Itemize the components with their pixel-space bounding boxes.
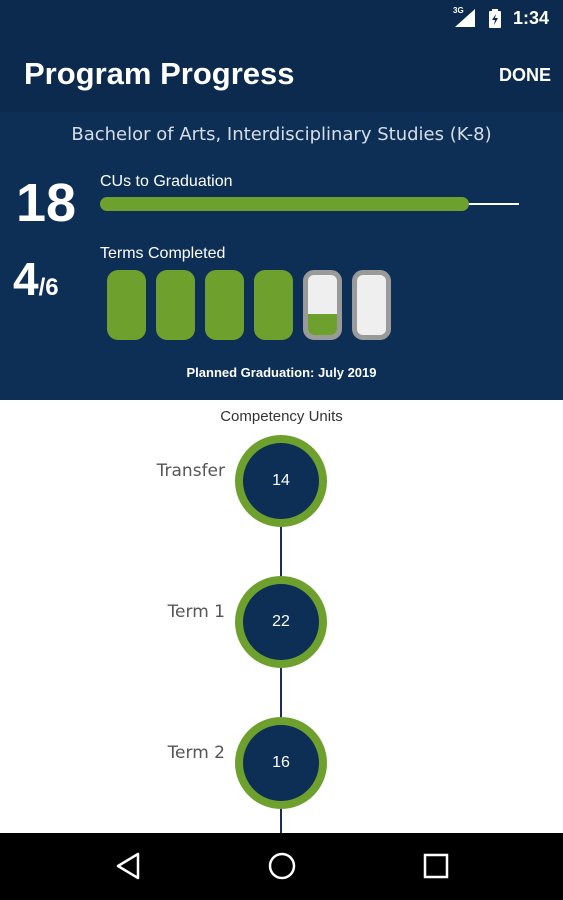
timeline-heading: Competency Units (220, 408, 343, 425)
cus-progress-fill (100, 197, 469, 211)
node-value: 22 (243, 584, 319, 660)
home-icon[interactable] (267, 851, 297, 881)
done-button[interactable]: DONE (498, 65, 551, 85)
battery-icon (489, 9, 501, 28)
term-bar-4 (254, 270, 293, 340)
page-title: Program Progress (24, 56, 295, 91)
node-transfer[interactable]: 14 (235, 435, 327, 527)
system-nav-bar (0, 833, 563, 900)
status-bar: 3G 1:34 (0, 0, 563, 36)
terms-completed-label: Terms Completed (100, 245, 226, 262)
timeline-connector (280, 520, 282, 833)
network-type: 3G (453, 6, 464, 15)
signal-icon (455, 9, 475, 27)
cus-remaining-label: CUs to Graduation (100, 173, 233, 190)
term-progress-bars (107, 270, 391, 340)
terms-total: /6 (38, 274, 59, 301)
app-bar: Program Progress DONE (0, 36, 563, 112)
back-icon[interactable] (114, 851, 142, 881)
competency-units-timeline[interactable]: Competency Units Transfer 14 Term 1 22 T… (0, 400, 563, 833)
node-value: 16 (243, 725, 319, 801)
term-bar-3 (205, 270, 244, 340)
node-label-transfer: Transfer (156, 461, 225, 481)
terms-completed-count: 4 (13, 253, 39, 305)
term-bar-5 (303, 270, 342, 340)
node-label-term-1: Term 1 (167, 602, 225, 622)
term-bar-1 (107, 270, 146, 340)
recents-icon[interactable] (423, 853, 449, 879)
planned-graduation: Planned Graduation: July 2019 (186, 365, 377, 380)
term-bar-2 (156, 270, 195, 340)
node-term-2[interactable]: 16 (235, 717, 327, 809)
program-name: Bachelor of Arts, Interdisciplinary Stud… (71, 124, 492, 145)
cus-remaining-value: 18 (16, 173, 77, 233)
term-bar-fill (308, 314, 337, 335)
progress-summary: Bachelor of Arts, Interdisciplinary Stud… (0, 112, 563, 400)
term-bar-6 (352, 270, 391, 340)
terms-completed-value: 4/6 (13, 252, 59, 306)
node-value: 14 (243, 443, 319, 519)
node-term-1[interactable]: 22 (235, 576, 327, 668)
node-label-term-2: Term 2 (167, 743, 225, 763)
status-time: 1:34 (513, 8, 550, 28)
